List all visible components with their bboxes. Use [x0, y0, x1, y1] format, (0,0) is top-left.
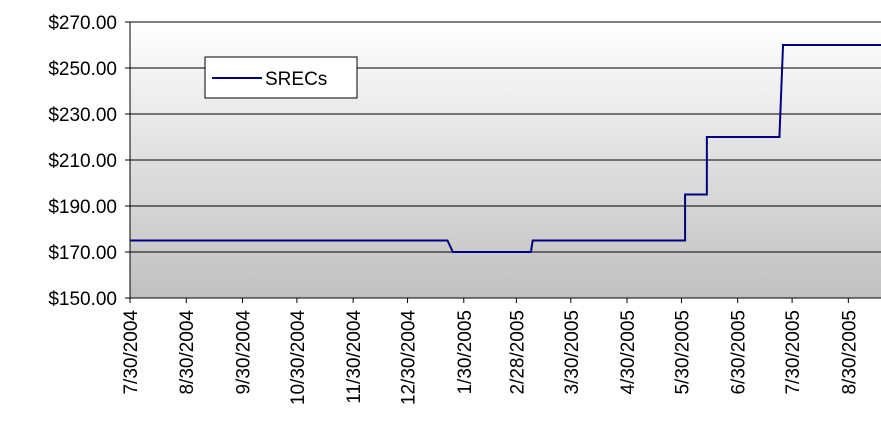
- x-tick-label: 12/30/2004: [399, 310, 420, 406]
- x-tick-label: 11/30/2004: [344, 310, 365, 404]
- x-tick-label: 8/30/2005: [839, 310, 860, 395]
- x-tick-label: 7/30/2004: [121, 310, 142, 395]
- x-tick-label: 1/30/2005: [455, 310, 476, 395]
- y-tick-label: $270.00: [48, 13, 117, 34]
- x-tick-label: 8/30/2004: [177, 310, 198, 395]
- x-tick-label: 9/30/2004: [233, 310, 254, 395]
- y-tick-label: $150.00: [48, 289, 117, 310]
- x-tick-label: 10/30/2004: [288, 310, 309, 406]
- y-tick-label: $210.00: [48, 151, 117, 172]
- y-tick-label: $170.00: [48, 243, 117, 264]
- x-tick-label: 7/30/2005: [783, 310, 804, 395]
- x-tick-label: 5/30/2005: [672, 310, 693, 395]
- x-tick-label: 3/30/2005: [562, 310, 583, 395]
- legend-label: SRECs: [265, 69, 327, 90]
- y-tick-label: $190.00: [48, 197, 117, 218]
- x-tick-label: 2/28/2005: [507, 310, 528, 395]
- x-tick-label: 6/30/2005: [729, 310, 750, 395]
- legend: SRECs: [204, 56, 358, 99]
- x-tick-label: 4/30/2005: [618, 310, 639, 395]
- y-tick-label: $250.00: [48, 59, 117, 80]
- y-tick-label: $230.00: [48, 105, 117, 126]
- line: [130, 44, 881, 253]
